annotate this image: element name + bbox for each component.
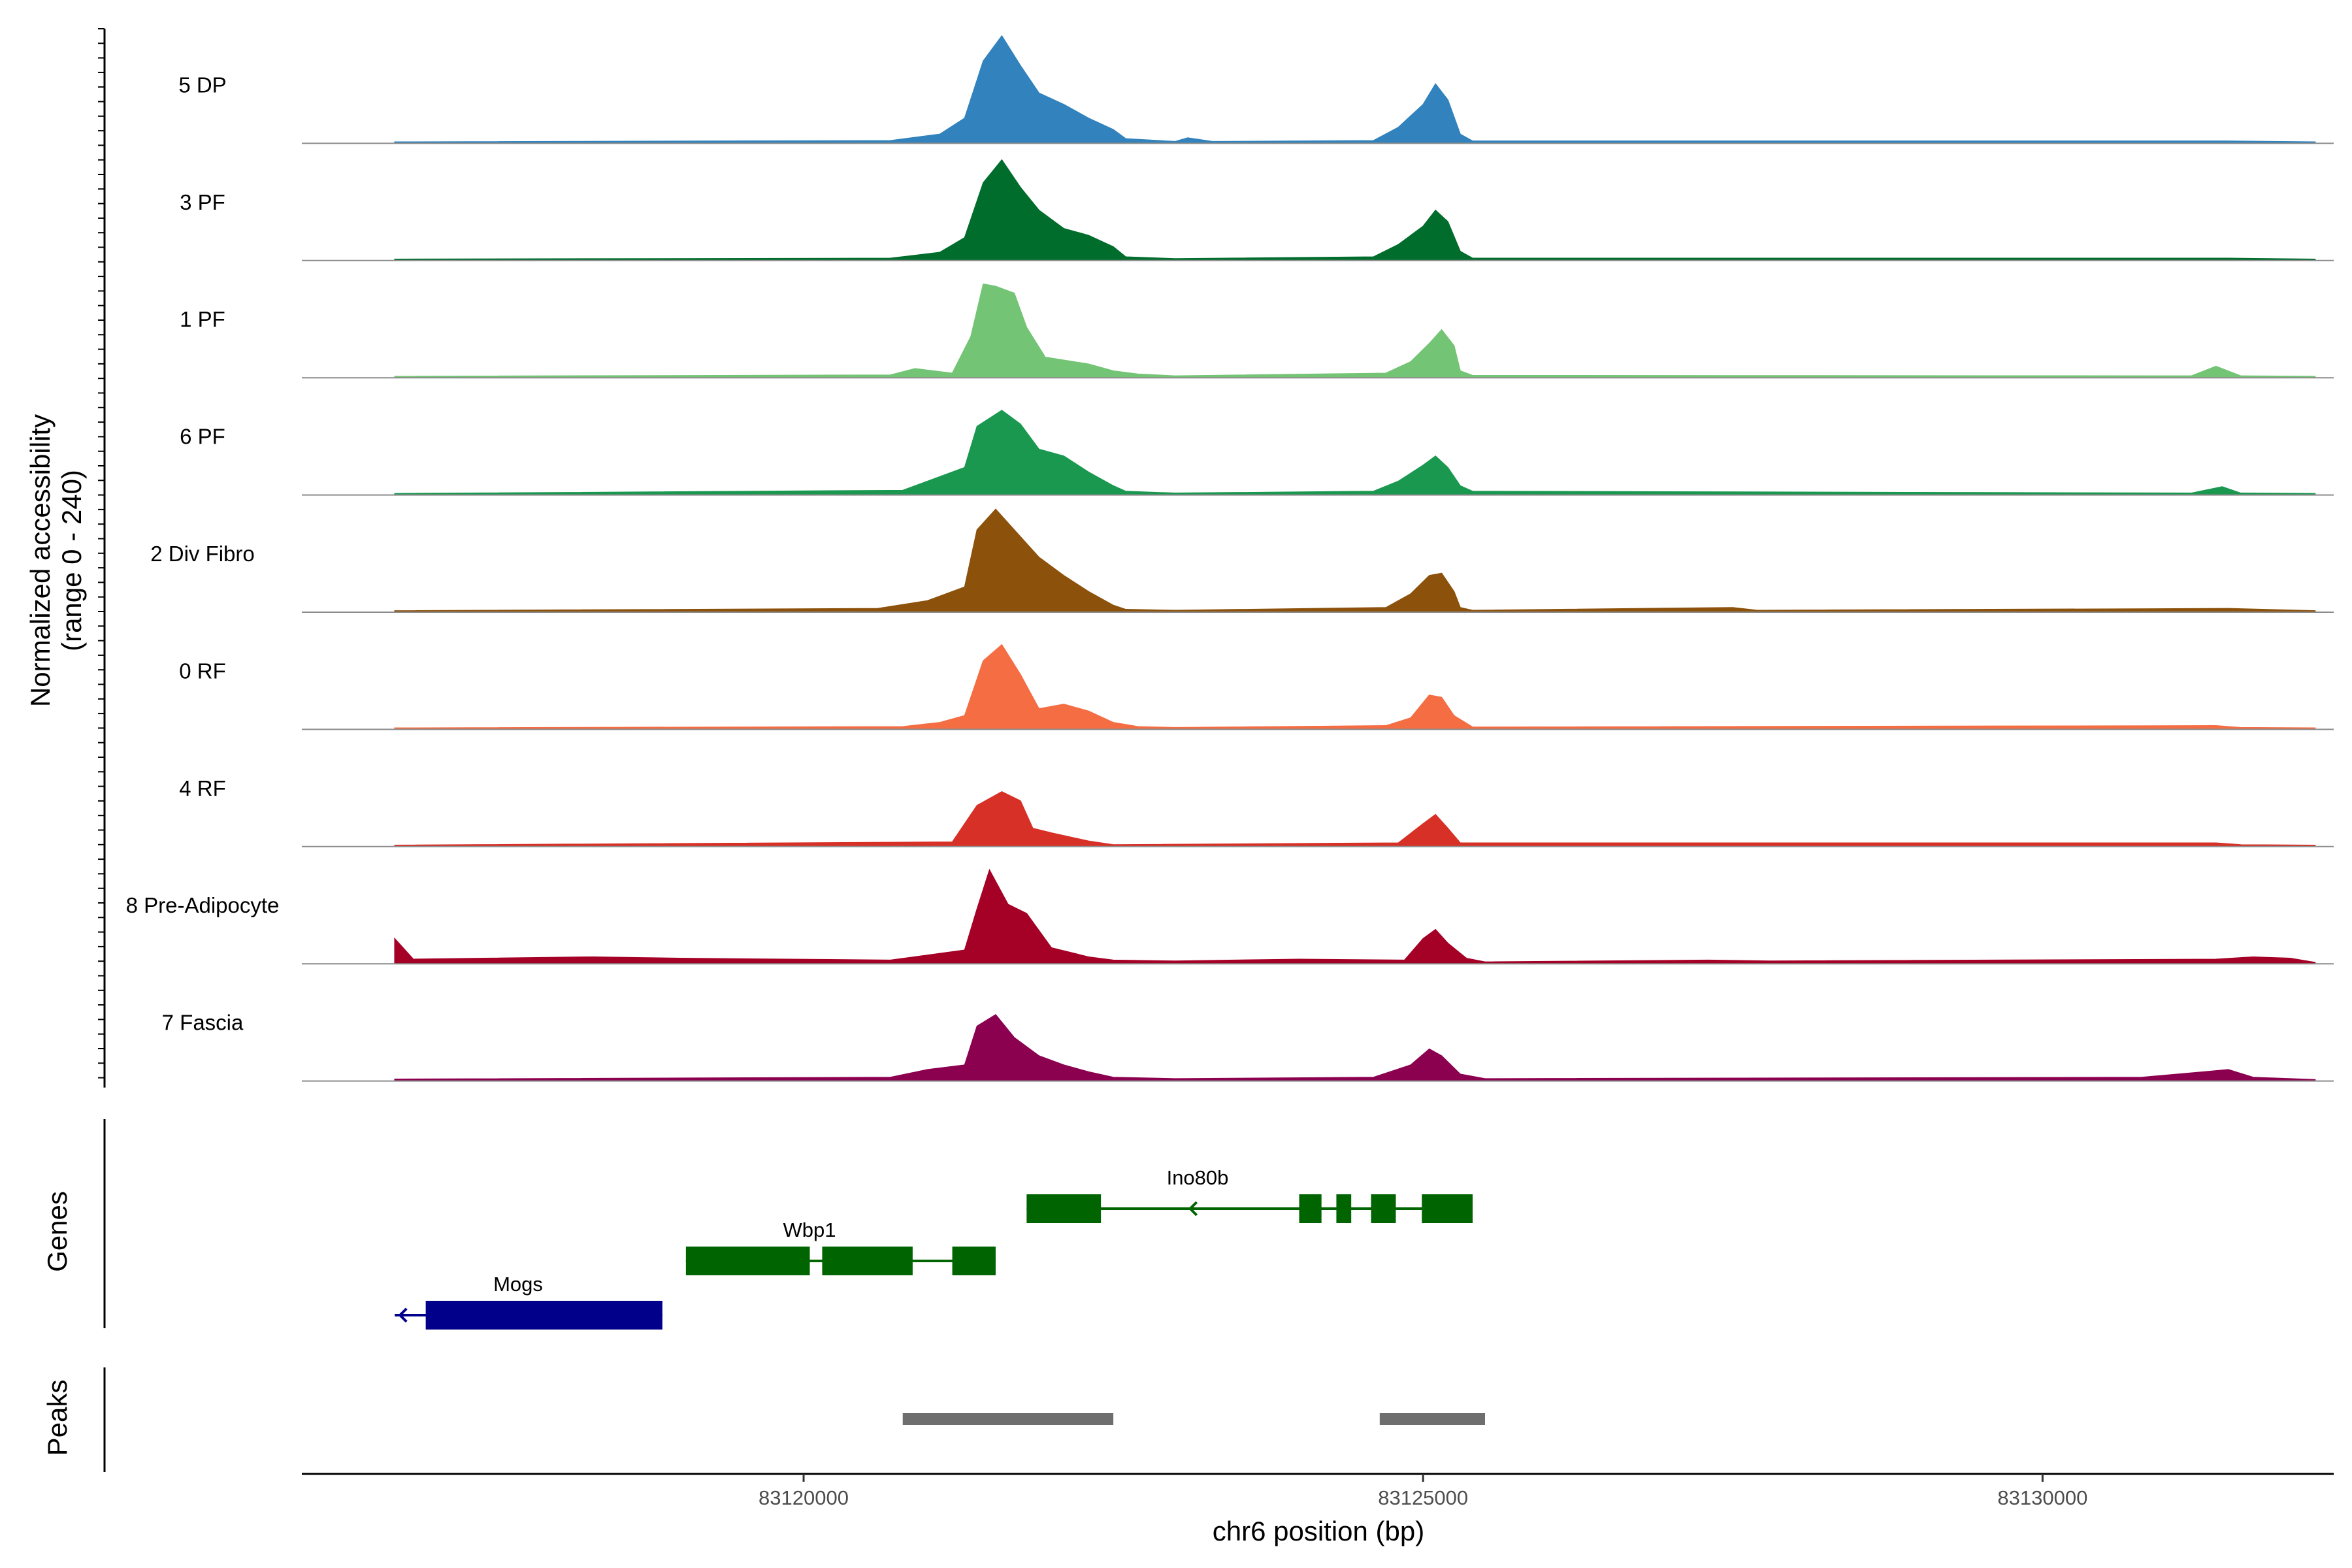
gene-label: Ino80b xyxy=(1167,1166,1229,1189)
track-label: 3 PF xyxy=(180,190,225,214)
track-7-fascia: 7 Fascia xyxy=(162,1011,2334,1082)
x-tick-label: 83125000 xyxy=(1378,1486,1468,1509)
peak-bar xyxy=(902,1413,1114,1425)
gene-exon xyxy=(1371,1194,1396,1223)
track-label: 1 PF xyxy=(180,307,225,331)
x-axis: 83120000 83125000 83130000 xyxy=(302,1473,2334,1509)
peaks-panel-label: Peaks xyxy=(42,1380,73,1456)
coverage-area xyxy=(394,508,2316,613)
coverage-area xyxy=(394,35,2316,144)
coverage-area xyxy=(394,791,2316,847)
gene-mogs: Mogs xyxy=(395,1273,662,1330)
track-label: 0 RF xyxy=(179,659,226,683)
coverage-area xyxy=(394,1014,2316,1082)
y-axis-title-line1: Normalized accessibility xyxy=(25,414,56,707)
coverage-area xyxy=(394,283,2316,378)
genes-panel-label: Genes xyxy=(42,1191,73,1272)
coverage-area xyxy=(394,868,2316,964)
gene-wbp1: Wbp1 xyxy=(685,1218,996,1275)
track-5-dp: 5 DP xyxy=(178,35,2334,144)
coverage-tracks: 5 DP 3 PF 1 PF 6 PF 2 Div Fibro 0 RF 4 RF 8 Pre… xyxy=(126,35,2334,1082)
gene-label: Wbp1 xyxy=(783,1218,836,1241)
track-label: 4 RF xyxy=(179,776,226,800)
gene-exon xyxy=(1299,1194,1322,1223)
track-0-rf: 0 RF xyxy=(179,644,2334,730)
gene-exon xyxy=(1026,1194,1102,1223)
track-3-pf: 3 PF xyxy=(180,159,2334,261)
track-1-pf: 1 PF xyxy=(180,283,2334,379)
coverage-area xyxy=(394,644,2316,730)
x-tick-label: 83120000 xyxy=(759,1486,849,1509)
coverage-area xyxy=(394,410,2316,496)
track-label: 7 Fascia xyxy=(162,1011,244,1035)
track-2-div-fibro: 2 Div Fibro xyxy=(150,508,2334,613)
gene-ino80b: Ino80b xyxy=(1026,1166,1473,1223)
track-4-rf: 4 RF xyxy=(179,776,2334,847)
track-8-pre-adipocyte: 8 Pre-Adipocyte xyxy=(126,868,2334,965)
track-label: 6 PF xyxy=(180,425,225,449)
y-axis-title-line2: (range 0 - 240) xyxy=(56,470,87,651)
track-label: 5 DP xyxy=(178,73,226,97)
gene-label: Mogs xyxy=(493,1273,543,1296)
peaks-panel xyxy=(902,1413,1486,1425)
track-label: 8 Pre-Adipocyte xyxy=(126,893,280,917)
strand-arrow xyxy=(398,1307,408,1323)
gene-exon xyxy=(822,1247,913,1275)
gene-exon xyxy=(1336,1194,1352,1223)
gene-annotation-panel: Ino80b Wbp1 Mogs xyxy=(395,1166,1473,1330)
gene-exon xyxy=(1422,1194,1473,1223)
strand-arrow xyxy=(1188,1201,1198,1217)
coverage-area xyxy=(394,159,2316,261)
gene-exon xyxy=(425,1301,662,1330)
peak-bar xyxy=(1379,1413,1486,1425)
x-tick-label: 83130000 xyxy=(1997,1486,2087,1509)
track-6-pf: 6 PF xyxy=(180,410,2334,496)
x-axis-title: chr6 position (bp) xyxy=(1213,1516,1425,1546)
track-label: 2 Div Fibro xyxy=(150,542,255,566)
y-axis xyxy=(98,28,106,1472)
gene-exon xyxy=(685,1247,810,1275)
gene-exon xyxy=(952,1247,996,1275)
